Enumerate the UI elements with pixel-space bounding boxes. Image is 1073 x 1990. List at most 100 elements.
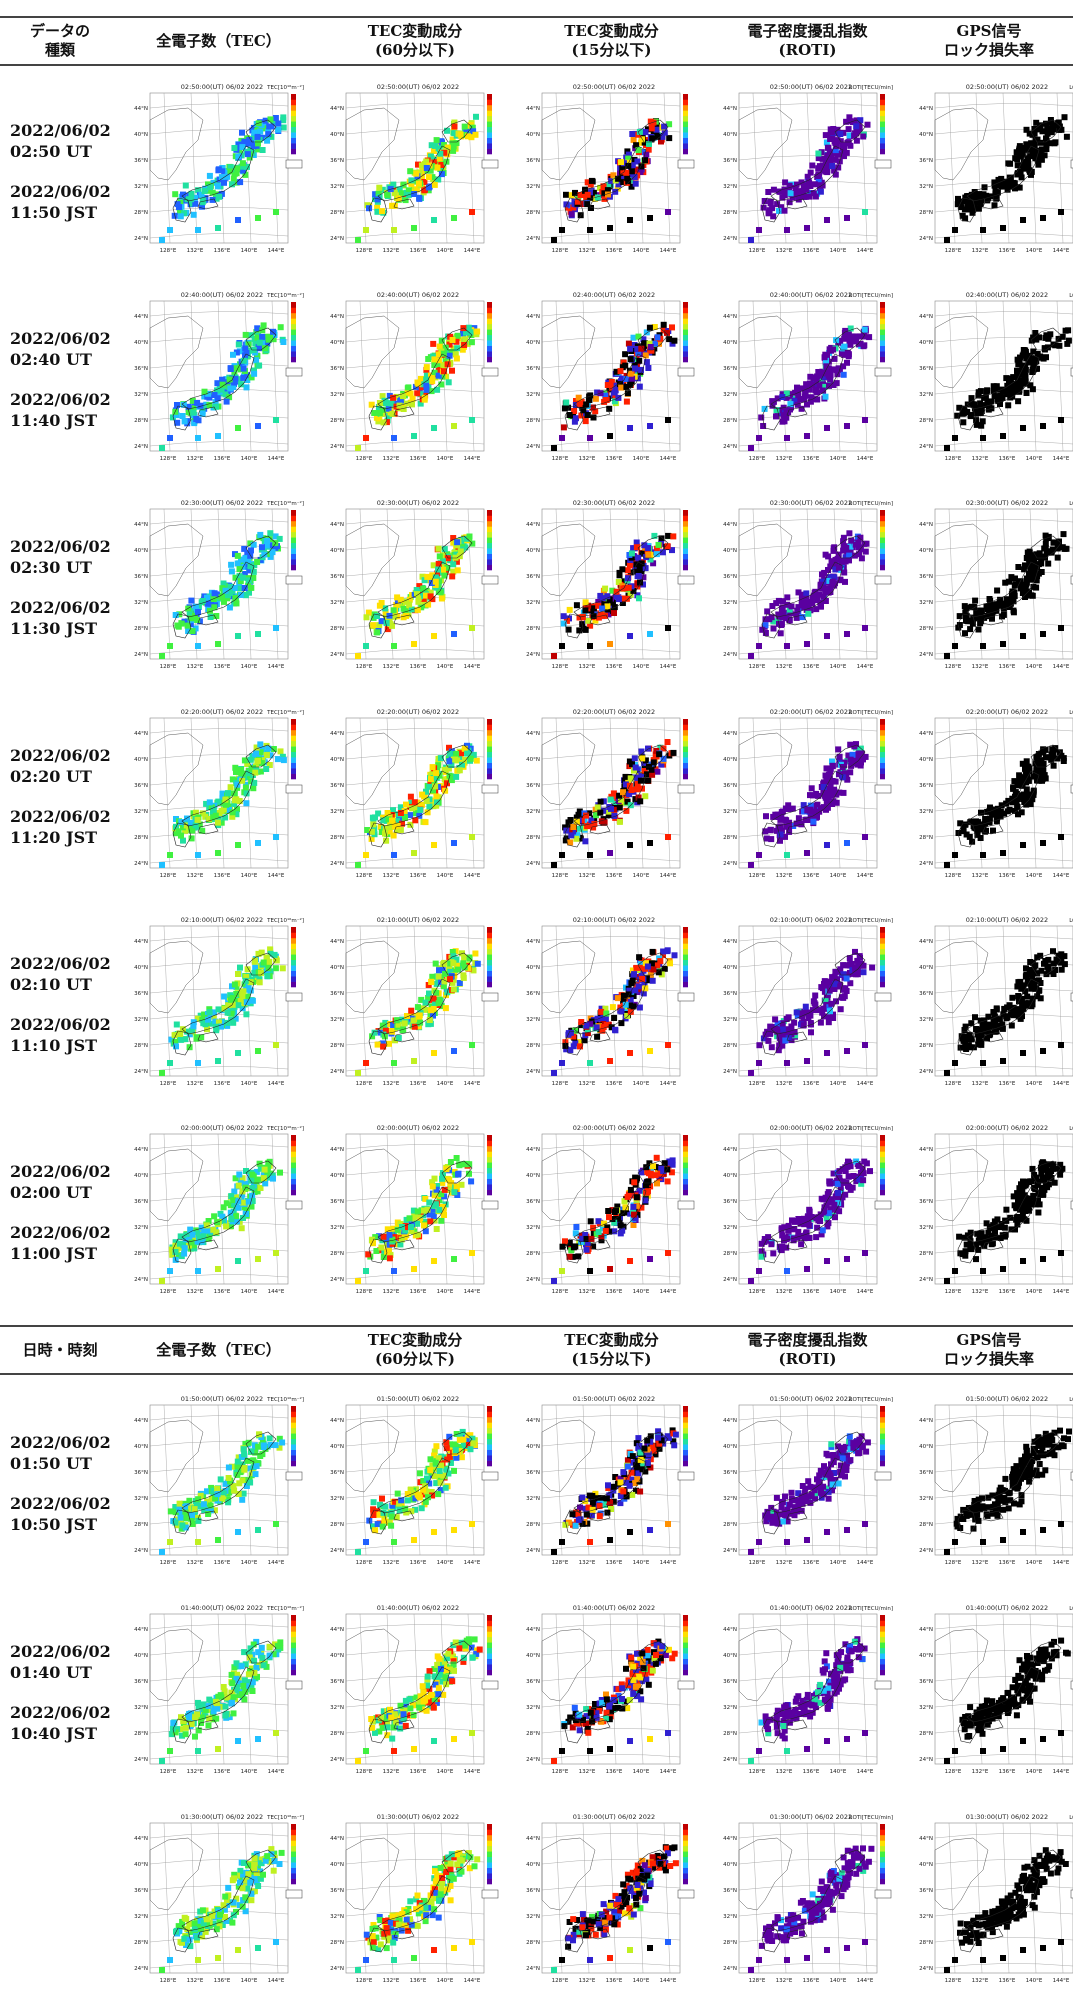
panel-title: 02:30:00(UT) 06/02 2022 xyxy=(181,499,263,507)
map-plot: 02:40:00(UT) 06/02 2022LOL[%]44°N40°N36°… xyxy=(913,288,1073,468)
station-marker xyxy=(372,814,378,820)
station-marker xyxy=(846,530,852,536)
station-marker xyxy=(824,842,830,848)
colorbar-swatch xyxy=(880,768,885,774)
colorbar-swatch xyxy=(880,559,885,565)
station-marker xyxy=(411,225,417,231)
station-marker xyxy=(788,190,794,196)
colorbar-swatch xyxy=(683,324,688,330)
lat-tick-label: 44°N xyxy=(330,939,344,945)
lat-tick-label: 24°N xyxy=(134,1069,148,1075)
lon-tick-label: 136°E xyxy=(999,873,1016,879)
colorbar xyxy=(286,927,302,1001)
station-marker xyxy=(1042,772,1048,778)
colorbar-swatch xyxy=(291,724,296,730)
logo-box xyxy=(875,576,891,584)
station-marker xyxy=(643,129,649,135)
station-marker xyxy=(474,758,480,764)
station-marker xyxy=(759,627,765,633)
station-marker xyxy=(1045,336,1051,342)
station-marker xyxy=(437,997,443,1003)
colorbar xyxy=(286,719,302,793)
lat-tick-label: 36°N xyxy=(723,574,737,580)
station-marker xyxy=(612,390,618,396)
station-marker xyxy=(215,1058,221,1064)
station-marker xyxy=(1023,162,1029,168)
lon-tick-label: 140°E xyxy=(633,873,650,879)
colorbar-swatch xyxy=(291,932,296,938)
station-marker xyxy=(355,1070,361,1076)
colorbar-swatch xyxy=(683,763,688,769)
colorbar-swatch xyxy=(487,537,492,543)
lon-tick-label: 128°E xyxy=(749,456,766,462)
station-marker xyxy=(637,384,643,390)
station-marker xyxy=(551,237,557,243)
station-marker xyxy=(980,418,986,424)
station-marker xyxy=(756,435,762,441)
station-marker xyxy=(469,417,475,423)
colorbar-swatch xyxy=(880,774,885,780)
lat-tick-label: 24°N xyxy=(526,652,540,658)
jst-datetime: 2022/06/02 11:10 JST xyxy=(10,1014,125,1056)
colorbar-swatch xyxy=(683,982,688,988)
colorbar-swatch xyxy=(291,960,296,966)
station-marker xyxy=(756,227,762,233)
colorbar-swatch xyxy=(880,752,885,758)
colorbar-swatch xyxy=(683,121,688,127)
station-marker xyxy=(804,225,810,231)
station-marker xyxy=(778,630,784,636)
station-marker xyxy=(1020,633,1026,639)
station-marker xyxy=(637,1005,643,1011)
station-marker xyxy=(271,746,277,752)
station-marker xyxy=(431,217,437,223)
column-header-lol: GPS信号 ロック損失率 xyxy=(905,20,1073,62)
colorbar-swatch xyxy=(291,521,296,527)
lon-tick-label: 144°E xyxy=(268,664,285,670)
station-marker xyxy=(225,1010,231,1016)
colorbar-swatch xyxy=(291,746,296,752)
station-marker xyxy=(853,123,859,129)
colorbar-swatch xyxy=(683,965,688,971)
lon-tick-label: 144°E xyxy=(857,873,874,879)
station-marker xyxy=(384,620,390,626)
station-marker xyxy=(454,356,460,362)
colorbar-swatch xyxy=(291,548,296,554)
station-marker xyxy=(273,1042,279,1048)
lon-tick-label: 132°E xyxy=(187,873,204,879)
colorbar-swatch xyxy=(291,335,296,341)
colorbar-swatch xyxy=(683,746,688,752)
logo-box xyxy=(678,993,694,1001)
colorbar-swatch xyxy=(683,318,688,324)
lon-tick-label: 132°E xyxy=(579,248,596,254)
jst-datetime: 2022/06/02 11:30 JST xyxy=(10,597,125,639)
station-marker xyxy=(965,202,971,208)
colorbar-swatch xyxy=(487,735,492,741)
station-marker xyxy=(205,1017,211,1023)
lat-tick-label: 28°N xyxy=(134,418,148,424)
station-marker xyxy=(841,352,847,358)
colorbar-swatch xyxy=(291,138,296,144)
station-marker xyxy=(582,607,588,613)
station-marker xyxy=(559,435,565,441)
lat-tick-label: 28°N xyxy=(526,626,540,632)
colorbar-swatch xyxy=(880,741,885,747)
lat-tick-label: 44°N xyxy=(526,314,540,320)
station-marker xyxy=(423,1000,429,1006)
colorbar-swatch xyxy=(880,324,885,330)
station-marker xyxy=(414,390,420,396)
station-marker xyxy=(771,626,777,632)
station-marker xyxy=(826,1019,832,1025)
station-marker xyxy=(776,598,782,604)
panel-title: 02:10:00(UT) 06/02 2022 xyxy=(181,916,263,924)
column-header-data-type: データの 種類 xyxy=(0,20,120,62)
lon-tick-label: 128°E xyxy=(552,456,569,462)
station-marker xyxy=(795,392,801,398)
station-marker xyxy=(176,204,182,210)
colorbar-swatch xyxy=(880,94,885,100)
station-marker xyxy=(962,630,968,636)
station-marker xyxy=(424,387,430,393)
station-marker xyxy=(824,425,830,431)
lat-tick-label: 40°N xyxy=(526,757,540,763)
map-plot: 02:20:00(UT) 06/02 2022ROTI[TECU/min]44°… xyxy=(717,705,897,885)
